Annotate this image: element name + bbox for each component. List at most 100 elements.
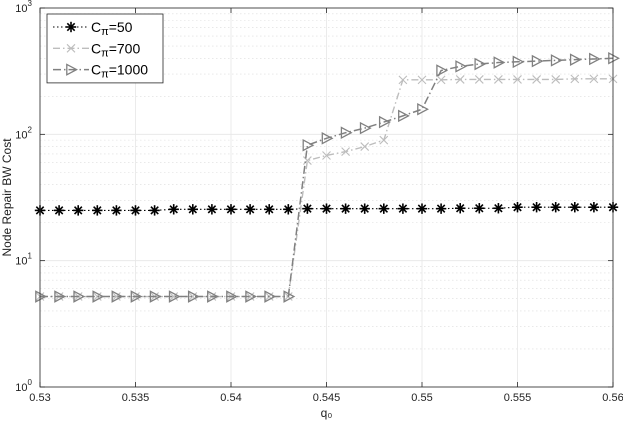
- data-point: [493, 56, 506, 69]
- data-point: [53, 205, 65, 216]
- data-point: [397, 203, 409, 214]
- x-tick-label: 0.55: [411, 392, 432, 404]
- data-point: [340, 203, 351, 214]
- data-point: [92, 292, 102, 301]
- data-point: [54, 290, 67, 303]
- data-point: [188, 292, 198, 301]
- data-point: [569, 53, 582, 66]
- data-point: [206, 204, 218, 215]
- data-point: [149, 290, 162, 303]
- x-axis-label: q₀: [321, 406, 333, 420]
- legend: Cπ=50 Cπ=700 Cπ=1000: [46, 13, 164, 84]
- data-point: [551, 75, 561, 84]
- data-point: [322, 151, 331, 160]
- data-point: [168, 204, 179, 215]
- data-point: [474, 57, 487, 71]
- x-tick-label: 0.54: [220, 392, 241, 404]
- x-tick-label: 0.545: [313, 392, 341, 404]
- data-point: [455, 60, 468, 73]
- data-point: [531, 54, 544, 68]
- data-point: [474, 75, 484, 84]
- data-point: [187, 290, 200, 303]
- data-point: [455, 75, 465, 84]
- data-point: [378, 203, 389, 214]
- data-point: [244, 204, 256, 215]
- series-3: [35, 51, 620, 303]
- data-point: [436, 64, 449, 77]
- data-point: [359, 121, 372, 135]
- data-point: [73, 290, 86, 303]
- data-point: [226, 290, 238, 303]
- data-point: [92, 205, 103, 216]
- x-tick-label: 0.53: [29, 392, 50, 404]
- legend-marker: [66, 43, 76, 53]
- data-point: [73, 205, 84, 216]
- data-point: [35, 290, 47, 303]
- y-tick-label: 101: [15, 252, 32, 268]
- data-point: [416, 203, 428, 214]
- y-tick-label: 100: [15, 378, 32, 394]
- data-point: [149, 205, 160, 216]
- data-point: [512, 55, 525, 69]
- legend-entry: Cπ=700: [53, 40, 140, 59]
- series-layer: [34, 51, 620, 303]
- data-point: [187, 204, 198, 215]
- data-point: [245, 290, 258, 303]
- data-point: [589, 52, 601, 66]
- data-point: [608, 51, 620, 65]
- data-point: [417, 75, 427, 85]
- data-point: [168, 290, 181, 303]
- data-point: [550, 201, 561, 213]
- data-point: [436, 75, 446, 85]
- data-point: [92, 290, 105, 303]
- x-tick-label: 0.555: [504, 392, 532, 404]
- data-point: [303, 156, 312, 165]
- data-point: [379, 135, 389, 145]
- data-point: [474, 203, 485, 214]
- data-point: [169, 292, 179, 301]
- data-point: [264, 204, 275, 215]
- data-point: [302, 203, 313, 214]
- data-point: [130, 290, 143, 303]
- data-point: [340, 126, 353, 139]
- data-point: [435, 203, 447, 214]
- data-point: [494, 75, 503, 84]
- data-point: [455, 203, 466, 214]
- y-axis-label: Node Repair BW Cost: [0, 138, 14, 257]
- legend-entry: Cπ=1000: [53, 62, 148, 81]
- data-point: [341, 147, 350, 156]
- legend-label: Cπ=700: [91, 40, 140, 59]
- data-point: [513, 75, 522, 84]
- axis-ticks: 0.53 0.535 0.54 0.545 0.55 0.555 0.56 100 101 102…: [15, 0, 623, 404]
- y-tick-label: 102: [15, 125, 32, 141]
- x-tick-label: 0.56: [602, 392, 623, 404]
- data-point: [130, 205, 141, 216]
- data-point: [493, 203, 504, 214]
- data-point: [398, 75, 408, 85]
- data-point: [321, 203, 332, 214]
- data-point: [283, 204, 294, 215]
- x-tick-label: 0.535: [122, 392, 150, 404]
- data-point: [302, 138, 315, 152]
- data-point: [589, 74, 599, 84]
- data-point: [245, 292, 255, 301]
- data-point: [360, 142, 370, 151]
- data-point: [532, 75, 541, 84]
- data-point: [359, 203, 370, 214]
- data-point: [588, 201, 600, 213]
- data-point: [321, 132, 334, 145]
- data-point: [111, 205, 122, 216]
- legend-label: Cπ=1000: [91, 62, 148, 81]
- data-point: [264, 290, 277, 303]
- data-point: [207, 290, 219, 303]
- data-point: [570, 74, 580, 84]
- data-point: [512, 201, 523, 213]
- data-point: [112, 292, 121, 301]
- legend-marker: [65, 21, 77, 33]
- data-point: [225, 204, 237, 215]
- data-point: [111, 290, 124, 303]
- legend-entry: Cπ=50: [53, 19, 133, 38]
- data-point: [283, 290, 296, 303]
- data-point: [531, 201, 542, 213]
